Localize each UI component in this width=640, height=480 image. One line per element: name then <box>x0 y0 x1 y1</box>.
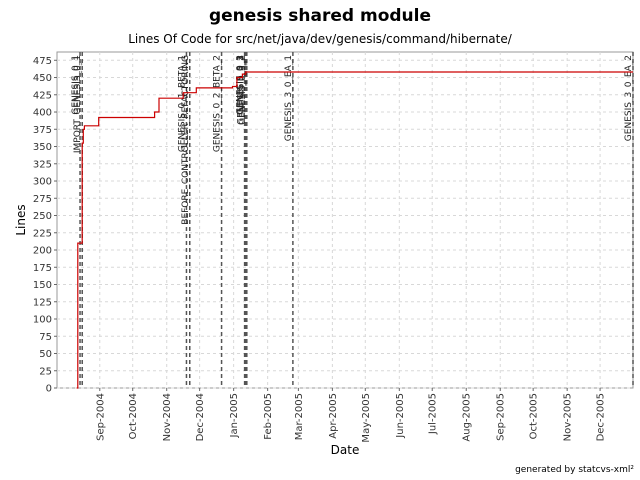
chart-subtitle: Lines Of Code for src/net/java/dev/genes… <box>128 32 512 46</box>
annotation-label: GENESIS_0_3 <box>237 55 247 115</box>
annotation-label: GENESIS_0_1_BETA_1 <box>177 55 187 152</box>
x-tick-label: Sep-2005 <box>496 393 507 441</box>
x-tick-label: Sep-2004 <box>95 393 106 441</box>
y-tick-label: 325 <box>33 159 52 170</box>
y-tick-label: 300 <box>33 177 52 188</box>
annotation-label: GENESIS_0_1 <box>71 55 81 115</box>
x-tick-label: Nov-2005 <box>563 393 574 441</box>
x-tick-label: Jul-2005 <box>428 393 439 435</box>
y-tick-label: 75 <box>39 332 52 343</box>
y-tick-label: 100 <box>33 315 52 326</box>
y-tick-label: 350 <box>33 142 52 153</box>
x-tick-label: Apr-2005 <box>328 393 339 439</box>
y-tick-label: 425 <box>33 90 52 101</box>
y-tick-label: 150 <box>33 280 52 291</box>
y-tick-label: 400 <box>33 108 52 119</box>
footer-credit: generated by statcvs-xml² <box>515 465 634 475</box>
x-tick-label: Nov-2004 <box>162 393 173 441</box>
y-tick-label: 50 <box>39 349 52 360</box>
x-tick-label: Dec-2005 <box>596 393 607 441</box>
y-tick-label: 125 <box>33 297 52 308</box>
y-tick-label: 275 <box>33 194 52 205</box>
annotation-label: GENESIS_0_3_2 <box>238 55 248 125</box>
x-tick-label: May-2005 <box>361 393 372 443</box>
y-tick-label: 250 <box>33 211 52 222</box>
y-tick-label: 475 <box>33 56 52 67</box>
y-tick-label: 0 <box>46 384 52 395</box>
x-tick-label: Jun-2005 <box>395 393 406 439</box>
annotation-label: GENESIS_0_2 <box>236 55 246 115</box>
x-tick-label: Dec-2004 <box>195 393 206 441</box>
grid <box>57 52 633 389</box>
series-line <box>76 71 633 389</box>
y-tick-label: 450 <box>33 73 52 84</box>
x-tick-label: Feb-2005 <box>263 393 274 440</box>
series-group <box>76 71 633 389</box>
x-tick-label: Mar-2005 <box>294 393 305 440</box>
annotation-label: BEFORE_CONTROLLER_REFACTORING <box>181 55 191 225</box>
chart-title: genesis shared module <box>208 6 432 26</box>
annotation-label: GENESIS_3_0_EA_2 <box>624 55 634 141</box>
x-axis-label: Date <box>331 443 360 457</box>
plot-area <box>56 51 634 389</box>
y-tick-label: 225 <box>33 228 52 239</box>
y-tick-label: 175 <box>33 263 52 274</box>
y-axis: 0 25 50 75 100 125 150 175 200 225 250 275 300 325 350… <box>33 56 57 395</box>
x-axis: Sep-2004 Oct-2004 Nov-2004 Dec-2004 Jan-2005… <box>95 388 607 443</box>
x-tick-label: Oct-2004 <box>128 393 139 439</box>
x-tick-label: Aug-2005 <box>462 393 473 442</box>
x-tick-label: Jan-2005 <box>229 393 240 438</box>
annotation-label: GENESIS_0_2_BETA_2 <box>213 55 223 152</box>
y-tick-label: 200 <box>33 246 52 257</box>
y-axis-label: Lines <box>14 204 28 235</box>
annotation-label: IMPORT_GENESIS_0_1 <box>73 55 83 153</box>
annotation-label: GENESIS_3_0_EA_1 <box>284 55 294 141</box>
annotation-label: GENESIS_0_3_1 <box>237 55 247 125</box>
y-tick-label: 25 <box>39 366 52 377</box>
x-tick-label: Oct-2005 <box>529 393 540 439</box>
y-tick-label: 375 <box>33 125 52 136</box>
